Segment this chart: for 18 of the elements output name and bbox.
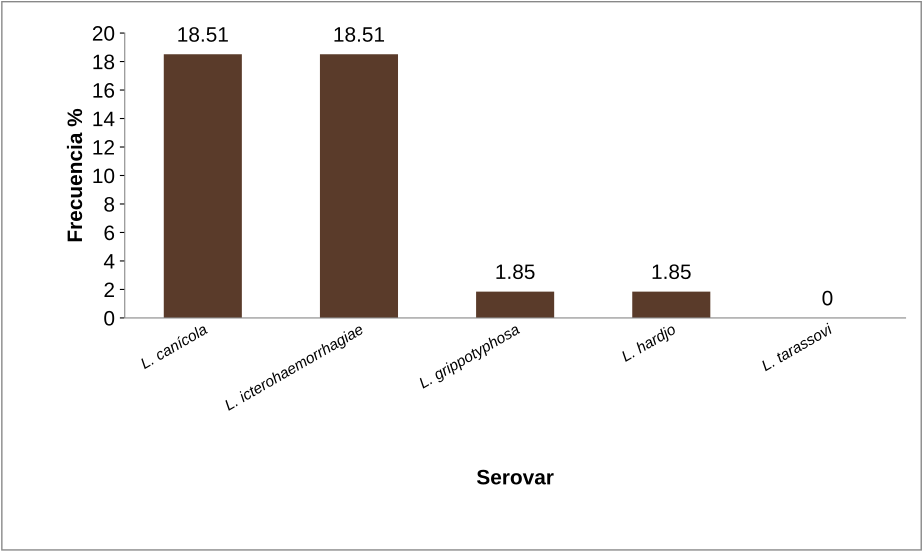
y-tick-label: 20: [92, 26, 114, 41]
y-tick-label: 12: [93, 140, 114, 155]
y-tick-label: 14: [93, 112, 114, 126]
y-tick-label: 6: [104, 225, 114, 240]
data-label: 18.51: [178, 27, 228, 42]
data-label: 18.51: [334, 27, 384, 42]
y-axis-title: Frecuencia %: [66, 108, 82, 242]
y-tick-label: 2: [104, 282, 114, 297]
y-tick-label: 18: [93, 54, 114, 70]
y-tick-label: 4: [104, 254, 114, 268]
x-axis-title: Serovar: [476, 470, 554, 485]
y-tick-label: 8: [104, 196, 114, 212]
data-label: 1.85: [496, 264, 535, 280]
y-tick-label: 10: [93, 168, 114, 184]
y-tick-label: 16: [93, 83, 114, 98]
data-label: 1.85: [652, 264, 691, 280]
data-label: 0: [822, 290, 832, 306]
y-tick-label: 0: [104, 310, 114, 326]
